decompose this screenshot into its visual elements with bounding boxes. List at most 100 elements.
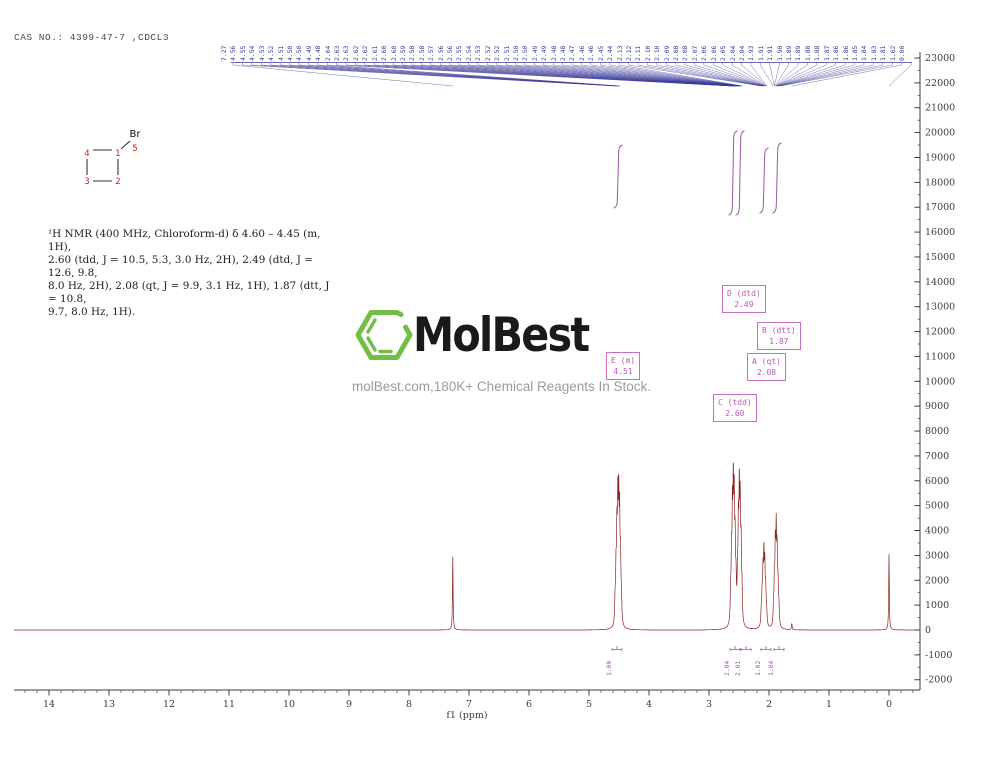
peak-list-value: 2.62 — [361, 45, 370, 61]
y-tick-label: 20000 — [925, 128, 955, 139]
integral-value: 1.02 — [754, 660, 762, 676]
integral-curve — [759, 147, 769, 214]
peak-list-value: 2.12 — [624, 45, 633, 61]
peak-list-value: 2.07 — [690, 45, 699, 61]
x-tick-label: 3 — [706, 699, 712, 710]
annotation-shift: 1.87 — [769, 337, 789, 346]
atom-number-label: 5 — [132, 144, 137, 154]
peak-list-value: 2.52 — [493, 45, 502, 61]
annotation-shift: 2.60 — [725, 409, 745, 418]
integral-curve — [728, 130, 738, 216]
peak-list-value: 2.11 — [634, 45, 643, 61]
peak-annotation-box: B (dtt) 1.87 — [757, 322, 801, 350]
y-tick-label: 7000 — [925, 451, 949, 462]
annotation-shift: 2.08 — [756, 368, 777, 377]
peak-list-value: 4.50 — [285, 45, 294, 61]
cas-number-line: CAS NO.: 4399-47-7 ,CDCL3 — [14, 32, 170, 43]
annotation-multiplicity: A (qt) — [752, 357, 781, 366]
y-tick-label: 4000 — [925, 526, 949, 537]
nmr-text-line: 9.7, 8.0 Hz, 1H). — [48, 306, 136, 318]
peak-list-value: 2.50 — [511, 45, 520, 61]
y-tick-label: 18000 — [925, 177, 955, 188]
integral-bracket — [773, 646, 785, 651]
peak-list-value: 1.88 — [803, 45, 812, 61]
peak-list-value: 2.54 — [464, 45, 473, 61]
y-tick-label: -2000 — [925, 675, 952, 686]
peak-list-value: 2.10 — [643, 45, 652, 61]
integral-value: 1.00 — [605, 660, 613, 676]
peak-list-value: 2.04 — [728, 45, 737, 61]
integral-value: 2.01 — [734, 660, 742, 676]
annotation-multiplicity: C (tdd) — [718, 398, 752, 407]
y-tick-label: 13000 — [925, 302, 955, 313]
peak-list-value: 1.89 — [794, 45, 803, 61]
integral-bracket — [740, 646, 752, 651]
y-tick-label: 2000 — [925, 575, 949, 586]
y-tick-label: 23000 — [925, 53, 955, 64]
peak-annotation-box: C (tdd) 2.60 — [713, 394, 757, 422]
peak-list-value: 2.46 — [577, 45, 586, 61]
peak-annotation-box: E (m) 4.51 — [606, 352, 641, 380]
peak-list-value: 1.85 — [850, 45, 859, 61]
peak-list-value: 1.90 — [775, 45, 784, 61]
peak-list-value: 2.48 — [549, 45, 558, 61]
integral-curve — [613, 144, 623, 209]
peak-list-value: 2.45 — [596, 45, 605, 61]
peak-list-value: 1.87 — [822, 45, 831, 61]
peak-list-value: 1.91 — [766, 45, 775, 61]
atom-number-label: 1 — [115, 149, 120, 159]
peak-annotation-box: D (dtd) 2.49 — [722, 285, 766, 313]
peak-list-value: 4.54 — [248, 45, 257, 61]
peak-list-value: 4.50 — [295, 45, 304, 61]
c-br-bond — [120, 140, 131, 150]
nmr-text-line: 8.0 Hz, 2H), 2.08 (qt, J = 9.9, 3.1 Hz, … — [48, 280, 330, 305]
peak-list-value: 2.63 — [333, 45, 341, 61]
y-tick-label: 21000 — [925, 103, 955, 114]
atom-number-labels: 4 1 3 2 5 — [84, 144, 137, 187]
peak-list-value: 2.53 — [474, 45, 483, 61]
peak-list-value: 2.50 — [521, 45, 530, 61]
peak-list-value: 2.06 — [709, 45, 718, 61]
integral-curve — [735, 130, 745, 216]
peak-list-value: 2.62 — [351, 45, 360, 61]
integral-value: 1.04 — [767, 660, 775, 676]
y-tick-label: 1000 — [925, 600, 949, 611]
peak-list-value: 1.89 — [785, 45, 793, 61]
y-tick-label: 0 — [925, 625, 931, 636]
peak-list-value: 2.64 — [323, 45, 332, 61]
peak-list-value: 7.27 — [220, 45, 228, 61]
peak-list-value: 4.51 — [276, 45, 285, 61]
peak-list-value: 2.52 — [483, 45, 492, 61]
peak-list-value: 1.86 — [841, 45, 850, 61]
atom-number-label: 3 — [84, 177, 89, 187]
x-tick-label: 9 — [346, 699, 352, 710]
y-tick-label: 6000 — [925, 476, 949, 487]
peak-list-value: 1.62 — [888, 45, 897, 61]
x-axis-title: f1 (ppm) — [446, 710, 487, 721]
peak-list-value: 1.91 — [756, 45, 765, 61]
x-tick-label: 10 — [283, 699, 295, 710]
peak-list-value: 2.57 — [427, 45, 436, 61]
x-tick-label: 0 — [886, 699, 892, 710]
peak-list-value: 2.04 — [737, 45, 746, 61]
y-tick-label: 17000 — [925, 202, 955, 213]
peak-list-value: 2.08 — [681, 45, 690, 61]
atom-number-label: 4 — [84, 149, 89, 159]
x-tick-label: 6 — [526, 699, 532, 710]
peak-list-value: 2.08 — [672, 45, 680, 61]
integral-value: 2.04 — [723, 660, 731, 676]
peak-list-value: 4.55 — [238, 45, 247, 61]
peak-list-value: 0.00 — [898, 45, 906, 61]
peak-list-value: 2.09 — [662, 45, 671, 61]
peak-fan-lines — [232, 62, 912, 87]
peak-list-value: 2.06 — [700, 45, 709, 61]
y-tick-label: 11000 — [925, 351, 955, 362]
brand-name: MolBest — [413, 308, 590, 363]
annotation-multiplicity: B (dtt) — [762, 326, 796, 335]
peak-list-value: 2.49 — [530, 45, 539, 61]
y-tick-label: 12000 — [925, 327, 955, 338]
x-tick-label: 13 — [103, 699, 115, 710]
annotation-shift: 2.49 — [734, 300, 754, 309]
